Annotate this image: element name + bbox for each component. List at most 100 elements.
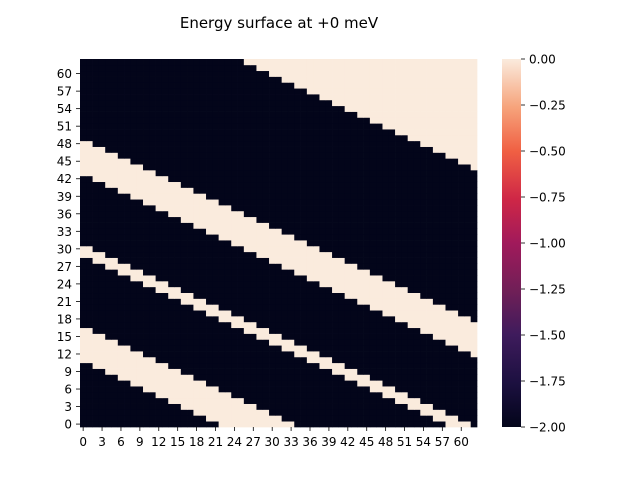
heatmap-cell [224, 210, 232, 218]
heatmap-cell [363, 222, 371, 229]
heatmap-cell [199, 181, 207, 188]
heatmap-cell [174, 140, 182, 147]
heatmap-cell [445, 391, 453, 399]
heatmap-cell [212, 205, 219, 212]
heatmap-cell [350, 175, 358, 183]
heatmap-cell [231, 94, 238, 101]
heatmap-cell [344, 158, 352, 165]
heatmap-cell [206, 391, 213, 399]
heatmap-cell [458, 181, 465, 188]
heatmap-cell [319, 321, 327, 329]
heatmap-cell [306, 222, 314, 229]
heatmap-cell [401, 117, 409, 124]
heatmap-cell [294, 368, 301, 375]
heatmap-cell [136, 245, 144, 253]
heatmap-cell [269, 333, 276, 340]
heatmap-cell [224, 146, 232, 153]
heatmap-cell [306, 64, 314, 72]
heatmap-cell [413, 111, 421, 118]
heatmap-cell [401, 64, 409, 72]
heatmap-cell [136, 59, 144, 66]
heatmap-cell [300, 251, 308, 258]
heatmap-cell [363, 368, 371, 375]
heatmap-cell [105, 391, 112, 399]
heatmap-cell [212, 175, 219, 183]
heatmap-cell [357, 351, 364, 358]
heatmap-cell [168, 216, 175, 223]
heatmap-cell [313, 415, 320, 422]
heatmap-cell [98, 134, 106, 142]
heatmap-cell [300, 292, 308, 299]
heatmap-cell [231, 82, 238, 89]
heatmap-cell [458, 304, 465, 311]
heatmap-cell [212, 64, 219, 72]
heatmap-cell [231, 111, 238, 118]
heatmap-cell [369, 88, 377, 95]
heatmap-cell [388, 391, 396, 399]
heatmap-cell [426, 415, 434, 422]
heatmap-cell [407, 356, 415, 364]
heatmap-cell [262, 327, 270, 334]
heatmap-cell [357, 169, 364, 177]
heatmap-cell [300, 298, 308, 305]
heatmap-cell [117, 234, 125, 241]
heatmap-cell [250, 403, 257, 410]
heatmap-cell [92, 374, 100, 381]
heatmap-cell [212, 321, 219, 329]
heatmap-cell [420, 175, 427, 183]
heatmap-cell [231, 345, 238, 352]
heatmap-cell [212, 409, 219, 416]
heatmap-cell [369, 286, 377, 294]
x-tick-label: 45 [359, 435, 374, 449]
heatmap-cell [395, 374, 402, 381]
heatmap-cell [426, 216, 434, 223]
heatmap-cell [344, 245, 352, 253]
heatmap-cell [187, 216, 194, 223]
heatmap-cell [338, 169, 346, 177]
heatmap-cell [344, 339, 352, 346]
heatmap-cell [250, 304, 257, 311]
heatmap-cell [281, 403, 289, 410]
heatmap-cell [174, 298, 182, 305]
heatmap-cell [464, 275, 472, 282]
heatmap-cell [395, 386, 402, 393]
heatmap-cell [306, 146, 314, 153]
heatmap-cell [395, 269, 402, 276]
heatmap-cell [105, 397, 112, 404]
heatmap-cell [136, 321, 144, 329]
heatmap-cell [426, 345, 434, 352]
heatmap-cell [218, 292, 226, 299]
heatmap-cell [332, 64, 339, 72]
heatmap-cell [218, 105, 226, 112]
heatmap-cell [338, 298, 346, 305]
heatmap-cell [445, 187, 453, 194]
heatmap-cell [92, 88, 100, 95]
heatmap-cell [80, 403, 87, 410]
heatmap-cell [149, 298, 156, 305]
heatmap-cell [262, 228, 270, 235]
heatmap-cell [174, 327, 182, 334]
x-tick-label: 21 [208, 435, 223, 449]
heatmap-cell [338, 374, 346, 381]
heatmap-cell [187, 222, 194, 229]
heatmap-cell [451, 304, 459, 311]
heatmap-cell [218, 316, 226, 323]
heatmap-cell [344, 356, 352, 364]
heatmap-cell [350, 386, 358, 393]
heatmap-cell [432, 140, 440, 147]
heatmap-cell [155, 251, 163, 258]
heatmap-cell [149, 280, 156, 288]
heatmap-cell [376, 164, 383, 171]
heatmap-cell [92, 199, 100, 206]
heatmap-cell [332, 368, 339, 375]
heatmap-cell [275, 193, 283, 200]
heatmap-cell [80, 205, 87, 212]
heatmap-cell [338, 339, 346, 346]
heatmap-cell [269, 374, 276, 381]
heatmap-cell [130, 70, 138, 77]
heatmap-cell [313, 351, 320, 358]
heatmap-cell [155, 64, 163, 72]
heatmap-cell [149, 251, 156, 258]
heatmap-cell [319, 175, 327, 183]
heatmap-cell [300, 187, 308, 194]
